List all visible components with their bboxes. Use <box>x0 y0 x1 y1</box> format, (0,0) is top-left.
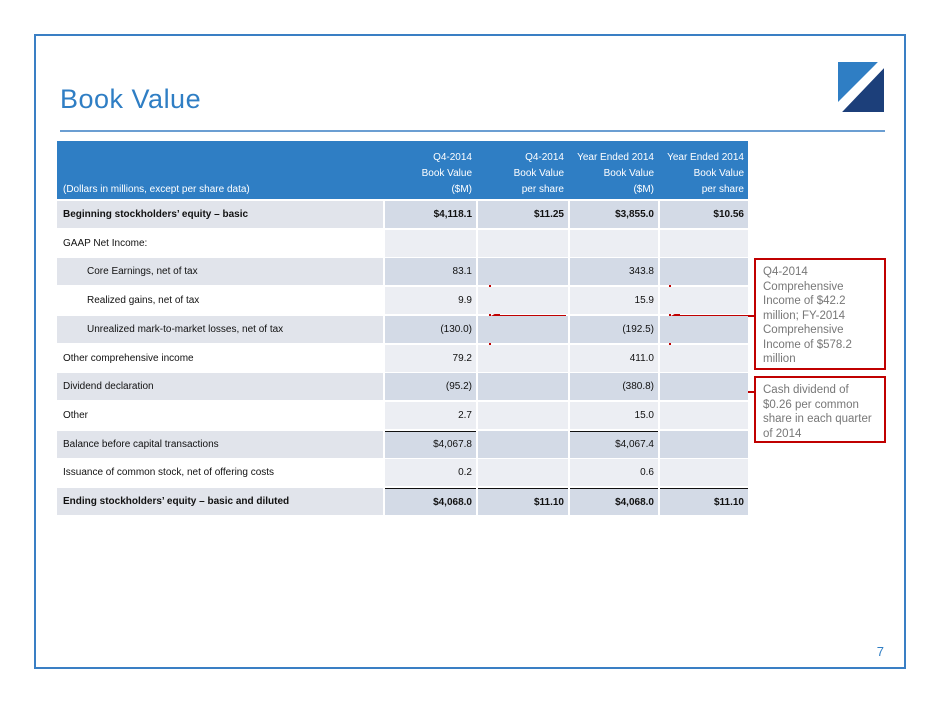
row-label: Other comprehensive income <box>57 344 383 372</box>
empty-cell <box>478 229 568 257</box>
empty-cell <box>478 258 568 286</box>
column-header: Book Value <box>421 168 472 179</box>
empty-cell <box>478 430 568 458</box>
empty-cell <box>660 401 748 429</box>
column-header: ($M) <box>451 184 472 195</box>
value-cell: 79.2 <box>385 344 476 372</box>
row-label: Realized gains, net of tax <box>57 287 383 315</box>
empty-cell <box>660 315 748 343</box>
column-header: Book Value <box>603 168 654 179</box>
empty-cell <box>660 287 748 315</box>
row-label: Balance before capital transactions <box>57 430 383 458</box>
value-cell: (192.5) <box>570 315 658 343</box>
row-label: Other <box>57 401 383 429</box>
column-header: per share <box>521 184 564 195</box>
value-cell: $4,068.0 <box>570 488 658 515</box>
value-cell: 411.0 <box>570 344 658 372</box>
row-label: Dividend declaration <box>57 373 383 401</box>
column-header: Q4-2014 <box>433 152 472 163</box>
value-cell: $4,068.0 <box>385 488 476 515</box>
value-cell: 15.9 <box>570 287 658 315</box>
annotation: Cash dividend of $0.26 per common share … <box>754 376 886 443</box>
value-cell: $11.10 <box>478 488 568 515</box>
row-label: Ending stockholders’ equity – basic and … <box>57 488 383 515</box>
row-label: Issuance of common stock, net of offerin… <box>57 459 383 487</box>
value-cell: $3,855.0 <box>570 201 658 228</box>
empty-cell <box>478 373 568 401</box>
value-cell: 83.1 <box>385 258 476 286</box>
column-header: Q4-2014 <box>525 152 564 163</box>
row-label: GAAP Net Income: <box>57 229 383 257</box>
empty-cell <box>660 459 748 487</box>
value-cell: (130.0) <box>385 315 476 343</box>
value-cell: 15.0 <box>570 401 658 429</box>
table-header-bg <box>57 141 748 199</box>
table-caption: (Dollars in millions, except per share d… <box>63 184 250 195</box>
value-cell: $11.10 <box>660 488 748 515</box>
column-header: per share <box>701 184 744 195</box>
slide-title: Book Value <box>60 84 202 114</box>
slide-border <box>34 34 906 669</box>
value-cell: (95.2) <box>385 373 476 401</box>
empty-cell <box>660 344 748 372</box>
empty-cell <box>478 344 568 372</box>
empty-cell <box>478 287 568 315</box>
row-label: Beginning stockholders’ equity – basic <box>57 201 383 228</box>
value-cell: 0.6 <box>570 459 658 487</box>
row-label: Core Earnings, net of tax <box>57 258 383 286</box>
column-header: Book Value <box>513 168 564 179</box>
empty-cell <box>570 229 658 257</box>
annotation: Q4-2014 Comprehensive Income of $42.2 mi… <box>754 258 886 370</box>
value-cell: $4,067.8 <box>385 430 476 458</box>
empty-cell <box>660 430 748 458</box>
value-cell: $11.25 <box>478 201 568 228</box>
empty-cell <box>478 401 568 429</box>
column-header: Year Ended 2014 <box>577 152 654 163</box>
value-cell: 9.9 <box>385 287 476 315</box>
logo <box>838 62 884 112</box>
value-cell: $10.56 <box>660 201 748 228</box>
empty-cell <box>478 459 568 487</box>
empty-cell <box>660 373 748 401</box>
column-header: Year Ended 2014 <box>667 152 744 163</box>
value-cell: 2.7 <box>385 401 476 429</box>
empty-cell <box>660 258 748 286</box>
column-header: ($M) <box>633 184 654 195</box>
value-cell: $4,118.1 <box>385 201 476 228</box>
value-cell: (380.8) <box>570 373 658 401</box>
value-cell: $4,067.4 <box>570 430 658 458</box>
empty-cell <box>660 229 748 257</box>
empty-cell <box>385 229 476 257</box>
page-number: 7 <box>876 644 884 659</box>
empty-cell <box>478 315 568 343</box>
row-label: Unrealized mark-to-market losses, net of… <box>57 315 383 343</box>
value-cell: 0.2 <box>385 459 476 487</box>
value-cell: 343.8 <box>570 258 658 286</box>
column-header: Book Value <box>693 168 744 179</box>
